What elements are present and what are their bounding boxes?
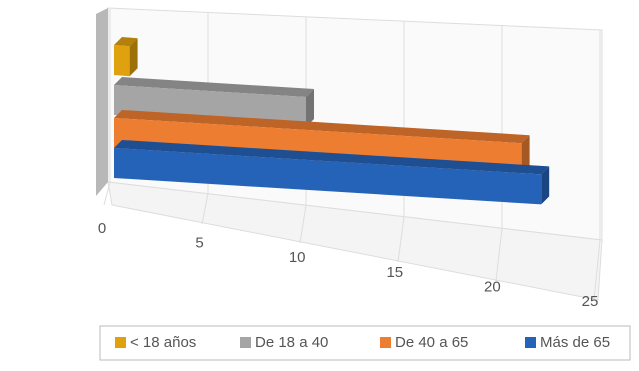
legend-swatch — [240, 337, 251, 348]
bar-end — [129, 38, 138, 77]
bar-top — [114, 37, 138, 47]
x-tick-label: 5 — [195, 235, 203, 252]
legend-swatch — [380, 337, 391, 348]
bar-end — [521, 135, 530, 174]
bar-end — [541, 166, 550, 205]
legend-label: De 40 a 65 — [395, 334, 468, 351]
grid-line — [299, 17, 307, 244]
x-tick-label: 20 — [484, 278, 501, 295]
grid-line — [201, 13, 209, 225]
bar-end — [306, 89, 314, 127]
legend-label: Más de 65 — [540, 334, 610, 351]
grid-line — [103, 9, 111, 206]
x-tick-label: 25 — [582, 293, 599, 310]
side-wall — [96, 8, 108, 196]
bar-top — [114, 110, 530, 144]
bar — [114, 140, 550, 205]
legend-box — [99, 325, 631, 361]
legend-label: De 18 a 40 — [255, 334, 328, 351]
legend-label: < 18 años — [130, 334, 196, 351]
x-tick-label: 10 — [289, 249, 306, 266]
x-tick-label: 0 — [98, 220, 106, 237]
grid-line — [593, 30, 601, 301]
grid-line — [495, 25, 503, 282]
bar-front — [114, 148, 542, 205]
bar-top — [114, 77, 314, 97]
bar — [114, 37, 138, 77]
legend-swatch — [525, 337, 536, 348]
grid-line — [397, 21, 405, 263]
floor — [107, 181, 603, 301]
legend-swatch — [115, 337, 126, 348]
bar-front — [114, 45, 130, 77]
x-tick-label: 15 — [386, 264, 403, 281]
bar-top — [114, 140, 550, 175]
